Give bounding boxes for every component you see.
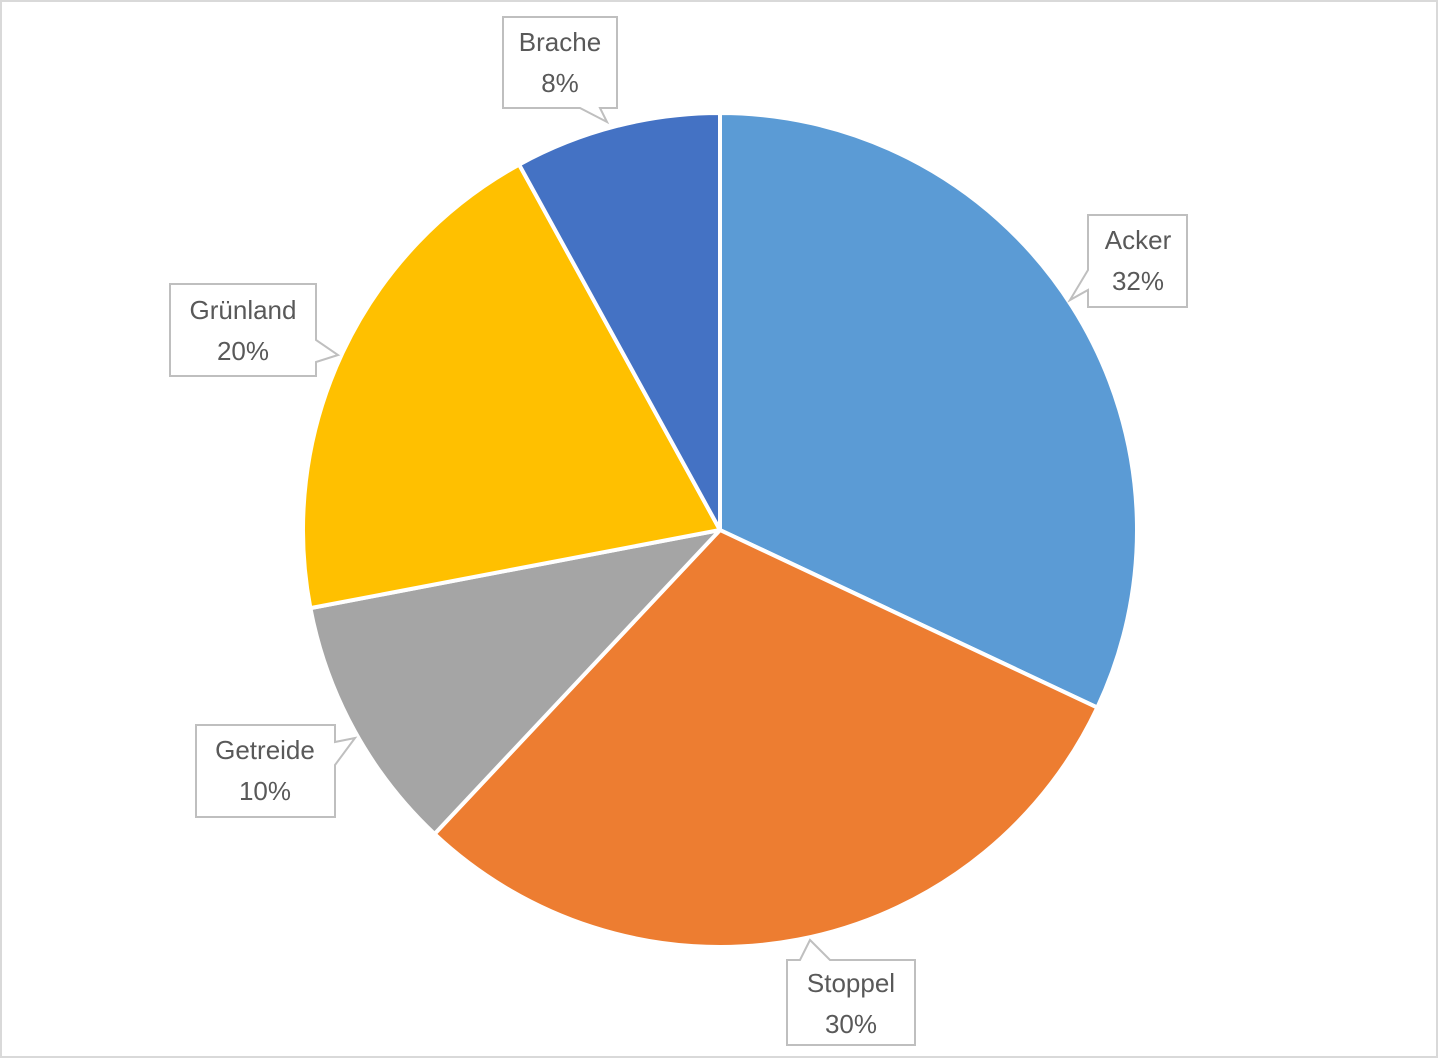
value-label: 8%	[541, 68, 579, 98]
pie-slice	[301, 162, 722, 611]
callout-box	[786, 938, 916, 1046]
callout-box	[1067, 214, 1188, 308]
slice-label: Getreide	[215, 735, 315, 765]
slice-label: Brache	[519, 27, 601, 57]
callout-box	[195, 724, 358, 818]
pie-slice	[517, 111, 722, 532]
pie-slice	[432, 528, 1100, 949]
pie-slice	[308, 528, 722, 836]
value-label: 32%	[1112, 266, 1164, 296]
pie-slice	[718, 111, 1139, 710]
value-label: 10%	[239, 776, 291, 806]
value-label: 30%	[825, 1009, 877, 1039]
slice-label: Acker	[1105, 225, 1172, 255]
value-label: 20%	[217, 336, 269, 366]
callout-box	[502, 16, 618, 125]
callout-box	[169, 283, 341, 377]
slice-label: Grünland	[190, 295, 297, 325]
slice-label: Stoppel	[807, 968, 895, 998]
